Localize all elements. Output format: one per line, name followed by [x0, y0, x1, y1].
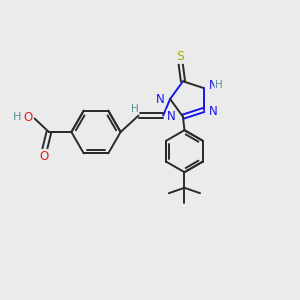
- Text: N: N: [209, 105, 218, 118]
- Text: H: H: [13, 112, 21, 122]
- Text: O: O: [24, 111, 33, 124]
- Text: N: N: [156, 92, 165, 106]
- Text: H: H: [215, 80, 223, 90]
- Text: S: S: [177, 50, 184, 63]
- Text: H: H: [131, 104, 139, 114]
- Text: O: O: [40, 149, 49, 163]
- Text: N: N: [209, 79, 218, 92]
- Text: N: N: [167, 110, 176, 123]
